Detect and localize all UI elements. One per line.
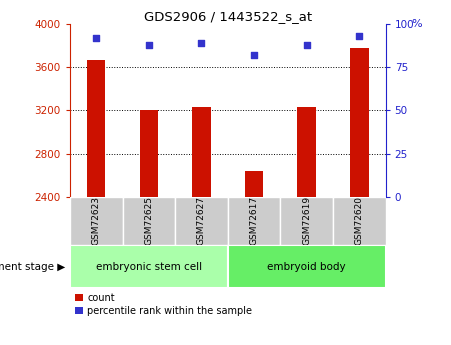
Point: [356, 33, 363, 39]
Text: GSM72625: GSM72625: [144, 196, 153, 245]
Text: GSM72619: GSM72619: [302, 196, 311, 245]
Bar: [298, 107, 316, 197]
Point: [198, 40, 205, 46]
Text: GSM72627: GSM72627: [197, 196, 206, 245]
Text: GSM72620: GSM72620: [355, 196, 364, 245]
Bar: [192, 107, 211, 197]
Text: development stage ▶: development stage ▶: [0, 262, 65, 272]
Bar: [281, 197, 333, 245]
Title: GDS2906 / 1443522_s_at: GDS2906 / 1443522_s_at: [144, 10, 312, 23]
Bar: [333, 197, 386, 245]
Point: [303, 42, 310, 48]
Bar: [87, 60, 106, 197]
Point: [92, 35, 100, 41]
Bar: [123, 197, 175, 245]
Text: GSM72617: GSM72617: [249, 196, 258, 245]
Text: embryonic stem cell: embryonic stem cell: [96, 262, 202, 272]
Bar: [175, 197, 228, 245]
Bar: [70, 197, 123, 245]
Bar: [228, 197, 281, 245]
Bar: [350, 48, 368, 197]
Bar: [140, 110, 158, 197]
Bar: [245, 171, 263, 197]
Text: GSM72623: GSM72623: [92, 196, 101, 245]
Bar: [228, 245, 386, 288]
Point: [250, 52, 258, 58]
Bar: [70, 245, 228, 288]
Text: embryoid body: embryoid body: [267, 262, 346, 272]
Y-axis label: %: %: [412, 19, 423, 29]
Legend: count, percentile rank within the sample: count, percentile rank within the sample: [75, 293, 253, 316]
Point: [145, 42, 152, 48]
